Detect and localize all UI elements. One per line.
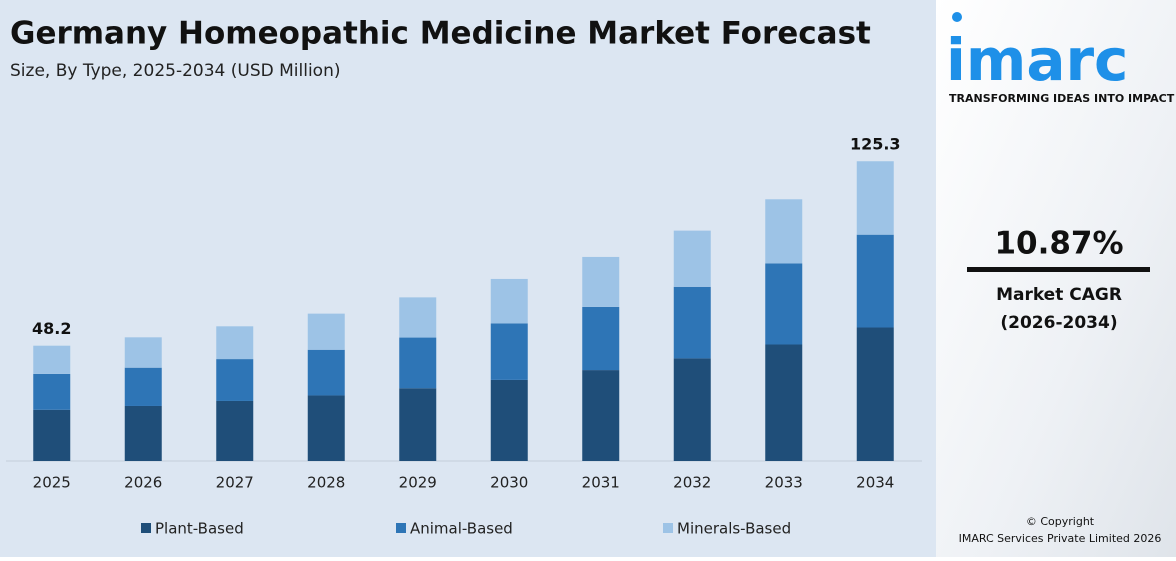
- bar-segment: [490, 278, 528, 324]
- bar-segment: [399, 388, 437, 461]
- bar-segment: [765, 344, 803, 461]
- bar-segment: [307, 395, 345, 461]
- bar-segment: [33, 345, 71, 374]
- bar-segment: [399, 297, 437, 338]
- legend-swatch: [141, 523, 151, 533]
- bar-segment: [216, 359, 254, 401]
- legend-label: Animal-Based: [410, 520, 513, 538]
- bar-segment: [856, 327, 894, 461]
- bar-segment: [673, 286, 711, 359]
- legend-label: Plant-Based: [155, 520, 244, 538]
- bar-segment: [124, 367, 162, 406]
- total-label: 48.2: [32, 319, 71, 338]
- bar-segment: [765, 263, 803, 345]
- x-tick-label: 2032: [673, 474, 711, 492]
- bar-segment: [399, 337, 437, 389]
- bar-segment: [582, 370, 620, 461]
- cagr-value: 10.87%: [994, 226, 1123, 262]
- legend-label: Minerals-Based: [677, 520, 791, 538]
- bar-segment: [673, 230, 711, 287]
- bar-segment: [490, 379, 528, 461]
- total-label: 125.3: [850, 135, 901, 154]
- cagr-label: Market CAGR: [996, 285, 1122, 305]
- x-tick-label: 2026: [124, 474, 162, 492]
- chart-subtitle: Size, By Type, 2025-2034 (USD Million): [10, 61, 340, 81]
- logo-dot: [952, 12, 962, 22]
- x-tick-label: 2029: [399, 474, 437, 492]
- bar-segment: [582, 256, 620, 307]
- chart-title: Germany Homeopathic Medicine Market Fore…: [10, 16, 871, 52]
- bar-segment: [124, 405, 162, 461]
- bar-segment: [856, 234, 894, 328]
- legend-swatch: [396, 523, 406, 533]
- x-tick-label: 2031: [582, 474, 620, 492]
- x-tick-label: 2028: [307, 474, 345, 492]
- x-tick-label: 2034: [856, 474, 894, 492]
- bar-segment: [856, 161, 894, 235]
- cagr-period: (2026-2034): [1000, 313, 1117, 333]
- bar-segment: [124, 337, 162, 368]
- bar-segment: [307, 313, 345, 350]
- x-tick-label: 2030: [490, 474, 528, 492]
- bar-segment: [216, 400, 254, 461]
- cagr-divider: [967, 267, 1150, 272]
- bar-segment: [765, 199, 803, 264]
- x-tick-label: 2033: [765, 474, 803, 492]
- legend-swatch: [663, 523, 673, 533]
- tagline: TRANSFORMING IDEAS INTO IMPACT: [949, 92, 1175, 105]
- bar-segment: [490, 323, 528, 380]
- x-tick-label: 2025: [33, 474, 71, 492]
- bar-segment: [582, 306, 620, 371]
- bar-segment: [307, 349, 345, 396]
- bar-segment: [673, 358, 711, 461]
- bar-segment: [33, 373, 71, 410]
- sidebar-background: [936, 0, 1176, 557]
- logo: imarc: [946, 26, 1128, 94]
- x-tick-label: 2027: [216, 474, 254, 492]
- copyright: © Copyright: [1026, 515, 1095, 528]
- bar-segment: [33, 409, 71, 461]
- company: IMARC Services Private Limited 2026: [959, 532, 1162, 545]
- bar-segment: [216, 326, 254, 360]
